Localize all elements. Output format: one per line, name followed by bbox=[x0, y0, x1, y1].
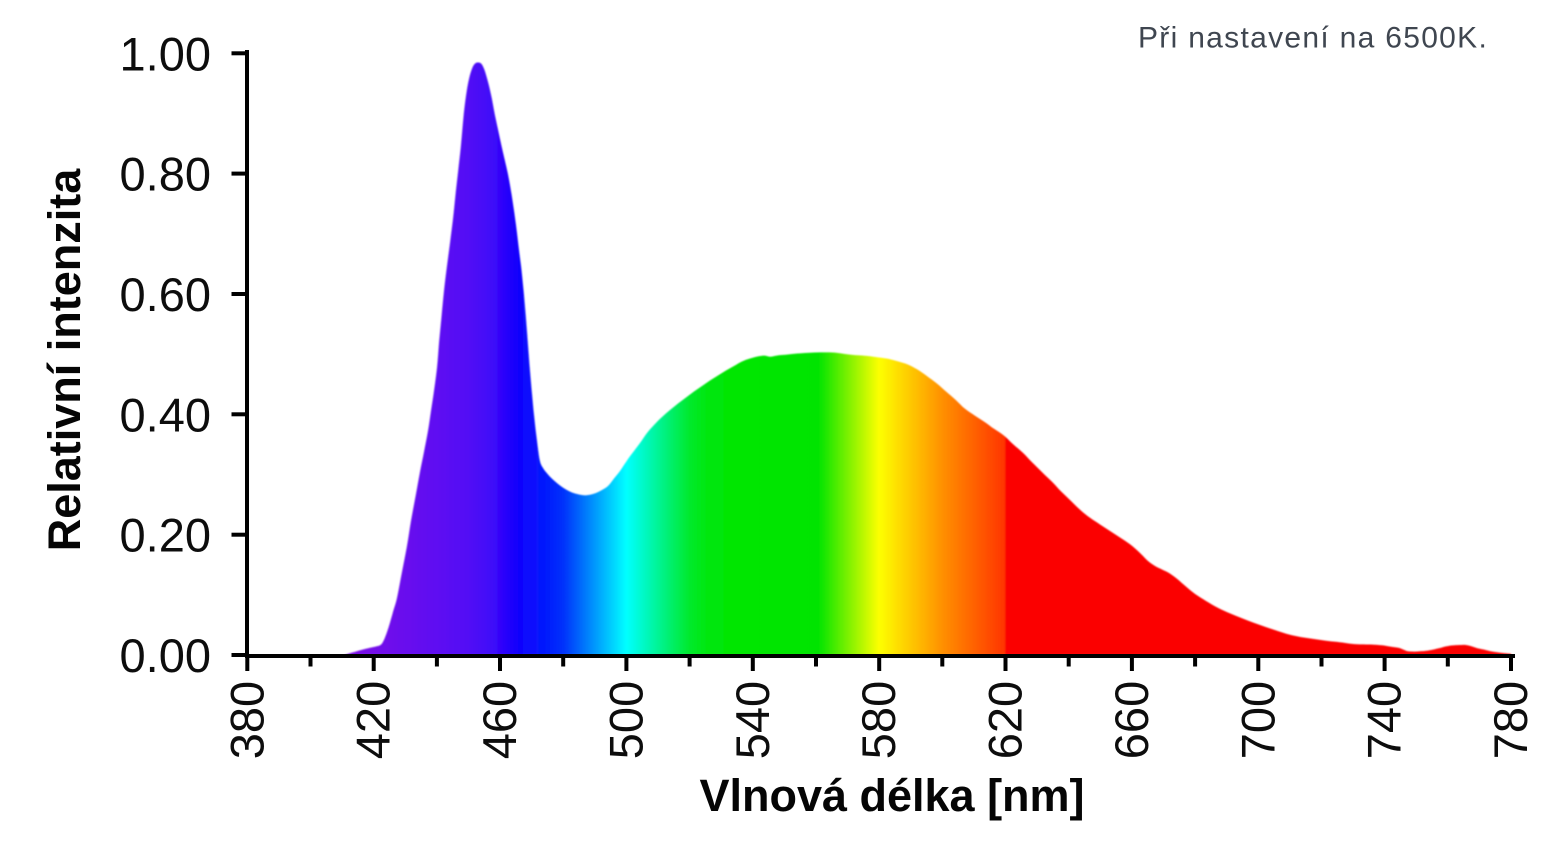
svg-text:740: 740 bbox=[1358, 681, 1411, 759]
svg-text:580: 580 bbox=[852, 681, 905, 759]
svg-text:1.00: 1.00 bbox=[120, 27, 211, 80]
svg-text:420: 420 bbox=[347, 681, 400, 759]
svg-text:500: 500 bbox=[599, 681, 652, 759]
svg-text:Relativní intenzita: Relativní intenzita bbox=[39, 168, 90, 552]
svg-text:0.60: 0.60 bbox=[120, 268, 211, 321]
svg-text:0.80: 0.80 bbox=[120, 148, 211, 201]
svg-text:700: 700 bbox=[1231, 681, 1284, 759]
svg-text:660: 660 bbox=[1105, 681, 1158, 759]
svg-text:0.00: 0.00 bbox=[120, 629, 211, 682]
svg-text:540: 540 bbox=[726, 681, 779, 759]
svg-text:Při nastavení na 6500K.: Při nastavení na 6500K. bbox=[1138, 22, 1488, 55]
svg-text:0.40: 0.40 bbox=[120, 388, 211, 441]
svg-text:780: 780 bbox=[1484, 681, 1537, 759]
svg-text:620: 620 bbox=[979, 681, 1032, 759]
svg-text:Vlnová délka [nm]: Vlnová délka [nm] bbox=[699, 770, 1084, 821]
svg-text:460: 460 bbox=[473, 681, 526, 759]
svg-text:0.20: 0.20 bbox=[120, 509, 211, 562]
svg-text:380: 380 bbox=[220, 681, 273, 759]
